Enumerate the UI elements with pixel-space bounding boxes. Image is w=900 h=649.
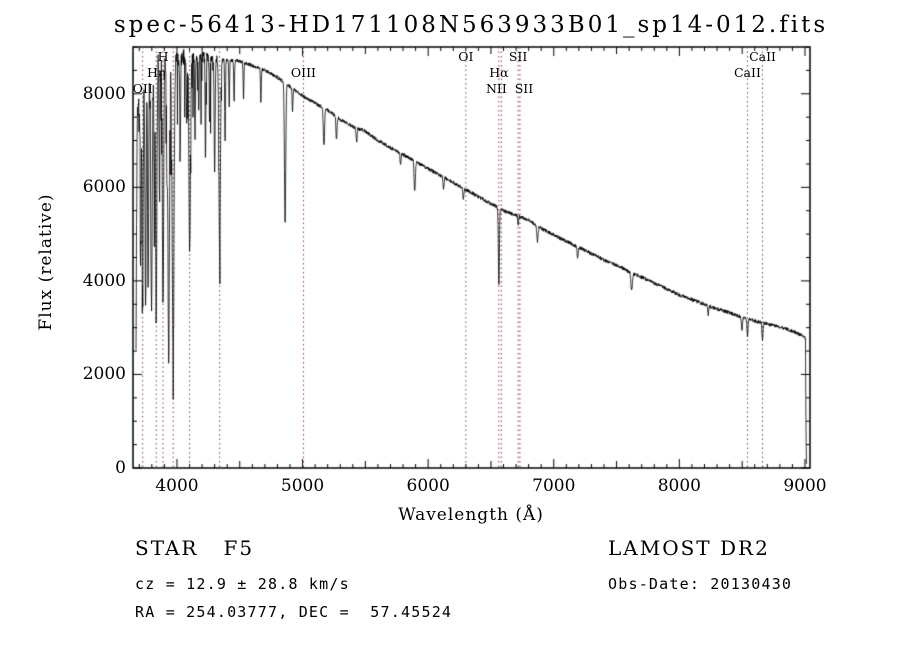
x-tick-label: 9000 bbox=[783, 476, 827, 496]
spectral-line-label: OIII bbox=[290, 65, 316, 80]
x-tick-label: 8000 bbox=[657, 476, 701, 496]
spectral-line-label: SII bbox=[508, 49, 528, 64]
y-tick-label: 0 bbox=[115, 458, 126, 478]
spectral-line-label: SII bbox=[514, 81, 534, 96]
observation-date-text: Obs-Date: 20130430 bbox=[608, 575, 793, 593]
y-tick-label: 2000 bbox=[82, 364, 126, 385]
survey-name: LAMOST DR2 bbox=[608, 536, 770, 560]
object-classification: STAR F5 bbox=[135, 536, 255, 560]
chart-title: spec-56413-HD171108N563933B01_sp14-012.f… bbox=[113, 12, 829, 38]
spectral-line-label: Hα bbox=[489, 65, 509, 80]
spectral-line-label: H bbox=[157, 49, 169, 64]
x-tick-label: 6000 bbox=[406, 476, 450, 496]
x-axis-label: Wavelength (Å) bbox=[398, 505, 544, 525]
x-tick-label: 5000 bbox=[280, 476, 325, 496]
coordinates-text: RA = 254.03777, DEC = 57.45524 bbox=[135, 603, 453, 621]
x-tick-label: 7000 bbox=[532, 476, 576, 496]
radial-velocity-text: cz = 12.9 ± 28.8 km/s bbox=[135, 575, 350, 593]
spectral-line-label: Hη bbox=[147, 65, 166, 80]
spectral-line-label: OII bbox=[132, 81, 153, 96]
spectral-line-label: OI bbox=[458, 49, 474, 64]
x-tick-label: 4000 bbox=[155, 476, 199, 496]
spectral-line-label: CaII bbox=[733, 65, 761, 80]
spectral-line-label: NII bbox=[485, 81, 507, 96]
spectral-line-label: CaII bbox=[749, 49, 776, 64]
y-axis-label: Flux (relative) bbox=[36, 193, 56, 331]
y-tick-label: 4000 bbox=[82, 270, 126, 291]
y-tick-label: 8000 bbox=[82, 83, 126, 104]
y-tick-label: 6000 bbox=[82, 177, 126, 198]
